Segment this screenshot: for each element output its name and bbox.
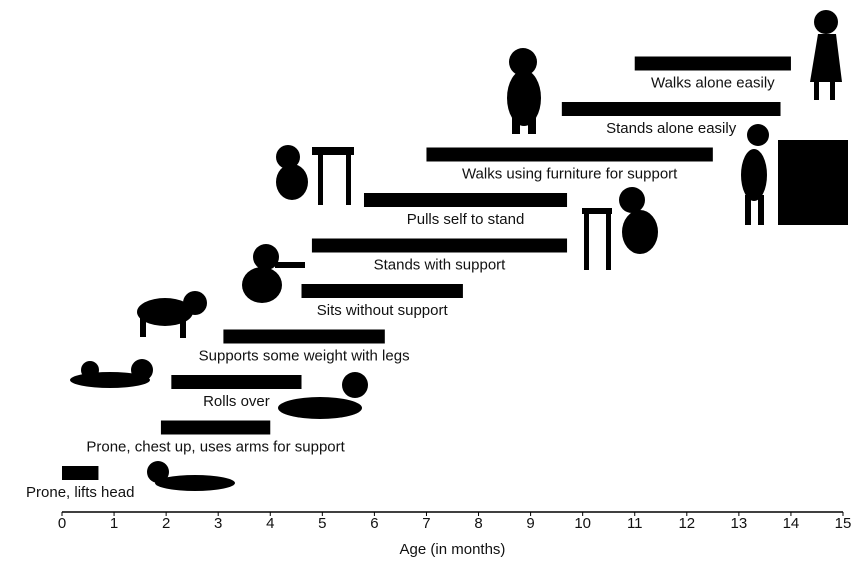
range-bar <box>301 284 463 298</box>
range-bar <box>62 466 99 480</box>
range-bar <box>223 329 385 344</box>
x-tick-label: 0 <box>58 515 66 532</box>
range-bar <box>634 56 791 71</box>
range-bar <box>363 193 568 207</box>
x-tick-label: 11 <box>627 515 643 532</box>
bar-label: Rolls over <box>203 393 270 410</box>
bar-label: Sits without support <box>317 302 449 319</box>
range-bar <box>426 147 713 162</box>
baby-stool <box>276 145 354 205</box>
baby-sit <box>242 244 305 303</box>
x-tick-label: 10 <box>574 515 591 532</box>
x-tick-label: 12 <box>678 515 695 532</box>
range-bar <box>561 102 781 116</box>
range-bar <box>311 238 568 253</box>
baby-stand <box>507 48 541 134</box>
x-axis-label: Age (in months) <box>400 541 506 558</box>
bar-label: Supports some weight with legs <box>199 347 410 364</box>
bar-label: Prone, lifts head <box>26 484 134 501</box>
range-bar <box>171 375 302 389</box>
bar-label: Prone, chest up, uses arms for support <box>86 438 345 455</box>
bar-label: Walks alone easily <box>651 74 775 91</box>
x-tick-label: 13 <box>731 515 748 532</box>
range-bar <box>160 420 271 435</box>
x-tick-label: 9 <box>526 515 534 532</box>
bar-label: Pulls self to stand <box>407 211 525 228</box>
x-tick-label: 2 <box>162 515 170 532</box>
x-tick-label: 8 <box>474 515 482 532</box>
x-tick-label: 4 <box>266 515 274 532</box>
x-tick-label: 6 <box>370 515 378 532</box>
x-tick-label: 7 <box>422 515 430 532</box>
baby-furniture <box>741 124 848 225</box>
baby-silhouettes <box>70 10 848 491</box>
baby-crawl <box>137 291 207 338</box>
x-tick-label: 5 <box>318 515 326 532</box>
baby-arms <box>278 372 368 419</box>
baby-chest-up <box>70 359 153 388</box>
bar-label: Stands with support <box>374 256 507 273</box>
bar-label: Walks using furniture for support <box>462 165 678 182</box>
x-tick-label: 3 <box>214 515 222 532</box>
x-tick-label: 14 <box>783 515 800 532</box>
baby-walk <box>810 10 842 100</box>
baby-chair <box>582 187 658 270</box>
x-tick-label: 1 <box>110 515 118 532</box>
bar-label: Stands alone easily <box>606 120 737 137</box>
baby-prone <box>147 461 235 491</box>
x-tick-label: 15 <box>835 515 852 532</box>
